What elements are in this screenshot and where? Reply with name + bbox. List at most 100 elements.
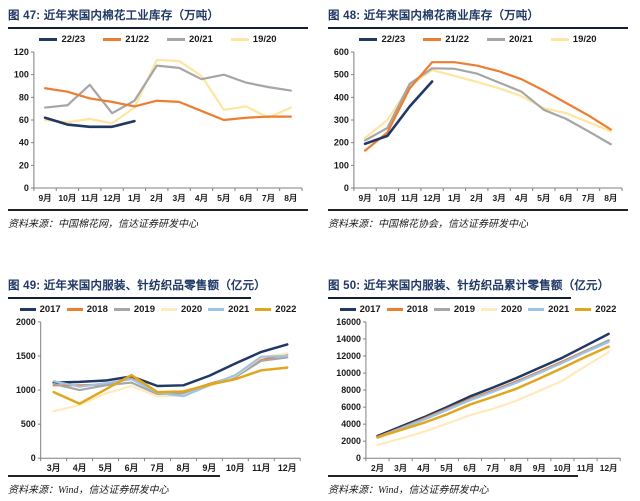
figure-49-line-chart: 0 500 1000 1500 2000 3月 4月 5月 6月 7月 8月 9月 10月 11月 12月 bbox=[16, 317, 301, 473]
legend-item-19/20: 19/20 bbox=[230, 34, 277, 45]
figure-48-title: 图 48: 近年来国内棉花商业库存（万吨） bbox=[328, 10, 540, 22]
source-divider bbox=[8, 475, 220, 477]
legend-label: 19/20 bbox=[572, 34, 597, 45]
svg-text:9月: 9月 bbox=[358, 193, 371, 203]
figure-50-title: 图 50: 近年来国内服装、针纺织品累计零售额（亿元） bbox=[328, 280, 610, 292]
svg-text:8000: 8000 bbox=[341, 385, 361, 395]
legend-label: 2022 bbox=[595, 304, 617, 315]
svg-text:9月: 9月 bbox=[533, 463, 546, 473]
svg-text:7月: 7月 bbox=[262, 193, 275, 203]
svg-text:1月: 1月 bbox=[128, 193, 141, 203]
legend-label: 2020 bbox=[501, 304, 523, 315]
legend-line-swatch bbox=[167, 38, 185, 41]
legend-item-21/22: 21/22 bbox=[103, 34, 149, 45]
svg-text:6000: 6000 bbox=[341, 402, 361, 412]
svg-text:2月: 2月 bbox=[371, 463, 384, 473]
legend-line-swatch bbox=[481, 308, 497, 311]
legend-label: 22/23 bbox=[61, 34, 86, 45]
legend-line-swatch bbox=[230, 38, 249, 41]
legend-line-swatch bbox=[161, 308, 177, 311]
svg-text:3月: 3月 bbox=[47, 463, 61, 473]
svg-text:10月: 10月 bbox=[378, 193, 396, 203]
legend-line-swatch bbox=[528, 308, 545, 311]
legend-item-21/22: 21/22 bbox=[423, 34, 469, 45]
svg-text:9月: 9月 bbox=[38, 193, 51, 203]
legend-item-2019: 2019 bbox=[433, 304, 475, 315]
legend-line-swatch bbox=[19, 308, 36, 311]
svg-text:2月: 2月 bbox=[470, 193, 483, 203]
svg-text:4月: 4月 bbox=[73, 463, 87, 473]
legend-line-swatch bbox=[359, 38, 378, 41]
svg-text:5月: 5月 bbox=[440, 463, 453, 473]
svg-text:600: 600 bbox=[334, 47, 349, 57]
legend-label: 21/22 bbox=[445, 34, 469, 45]
legend-line-swatch bbox=[208, 308, 225, 311]
title-underline bbox=[328, 297, 571, 299]
legend-label: 21/22 bbox=[125, 34, 149, 45]
svg-text:0: 0 bbox=[344, 183, 349, 193]
figure-49-title: 图 49: 近年来国内服装、针纺织品零售额（亿元） bbox=[8, 280, 267, 292]
legend-item-2020: 2020 bbox=[481, 304, 522, 315]
svg-text:10月: 10月 bbox=[58, 193, 76, 203]
svg-text:12月: 12月 bbox=[103, 193, 121, 203]
svg-text:6月: 6月 bbox=[463, 463, 476, 473]
legend-line-swatch bbox=[423, 38, 442, 41]
svg-text:2000: 2000 bbox=[16, 317, 36, 327]
svg-text:5月: 5月 bbox=[99, 463, 113, 473]
svg-text:4月: 4月 bbox=[195, 193, 208, 203]
figure-49-card: 图 49: 近年来国内服装、针纺织品零售额（亿元） 2017 2018 2019 20… bbox=[0, 250, 320, 501]
figure-50-source-note: 资料来源：Wind，信达证券研发中心 bbox=[328, 485, 489, 496]
source-divider bbox=[328, 475, 578, 477]
svg-text:2000: 2000 bbox=[341, 436, 361, 446]
legend-label: 2020 bbox=[181, 304, 203, 315]
legend-label: 2017 bbox=[39, 304, 61, 315]
svg-text:12月: 12月 bbox=[423, 193, 441, 203]
legend-item-2022: 2022 bbox=[255, 304, 296, 315]
figure-48-source-note: 资料来源：中国棉花协会，信达证券研发中心 bbox=[328, 219, 528, 230]
svg-text:8月: 8月 bbox=[604, 193, 617, 203]
svg-text:3月: 3月 bbox=[394, 463, 407, 473]
legend-item-2019: 2019 bbox=[113, 304, 155, 315]
source-block: 资料来源：中国棉花网，信达证券研发中心 bbox=[8, 209, 308, 230]
svg-text:12月: 12月 bbox=[600, 463, 618, 473]
svg-text:500: 500 bbox=[21, 419, 36, 429]
legend-item-2017: 2017 bbox=[339, 304, 381, 315]
legend-label: 2017 bbox=[359, 304, 381, 315]
svg-text:7月: 7月 bbox=[151, 463, 165, 473]
figure-48-card: 图 48: 近年来国内棉花商业库存（万吨） 22/23 21/22 20/21 19/… bbox=[320, 0, 640, 250]
svg-text:1500: 1500 bbox=[16, 351, 36, 361]
figure-47-title: 图 47: 近年来国内棉花工业库存（万吨） bbox=[8, 10, 220, 22]
source-block: 资料来源：中国棉花协会，信达证券研发中心 bbox=[328, 209, 628, 230]
svg-text:400: 400 bbox=[334, 92, 349, 102]
figure-48-legend: 22/23 21/22 20/21 19/20 bbox=[328, 34, 628, 45]
legend-line-swatch bbox=[487, 38, 505, 41]
svg-text:6月: 6月 bbox=[125, 463, 139, 473]
legend-item-2018: 2018 bbox=[66, 304, 108, 315]
svg-text:300: 300 bbox=[334, 115, 349, 125]
figure-47-card: 图 47: 近年来国内棉花工业库存（万吨） 22/23 21/22 20/21 19/… bbox=[0, 0, 320, 250]
svg-text:14000: 14000 bbox=[336, 334, 361, 344]
legend-label: 2021 bbox=[228, 304, 250, 315]
legend-label: 2018 bbox=[406, 304, 428, 315]
legend-line-swatch bbox=[66, 308, 83, 311]
legend-line-swatch bbox=[255, 308, 272, 311]
svg-text:11月: 11月 bbox=[577, 463, 594, 473]
legend-item-22/23: 22/23 bbox=[359, 34, 405, 45]
svg-text:60: 60 bbox=[19, 115, 29, 125]
figure-49-source-note: 资料来源：Wind，信达证券研发中心 bbox=[8, 485, 169, 496]
figure-50-line-chart: 0 2000 4000 6000 8000 10000 12000 14000 16000 2月 3… bbox=[336, 317, 621, 473]
svg-text:12月: 12月 bbox=[278, 463, 297, 473]
legend-item-2020: 2020 bbox=[161, 304, 202, 315]
svg-text:10月: 10月 bbox=[554, 463, 572, 473]
svg-text:7月: 7月 bbox=[487, 463, 500, 473]
svg-text:8月: 8月 bbox=[177, 463, 191, 473]
legend-label: 2019 bbox=[133, 304, 155, 315]
legend-line-swatch bbox=[113, 308, 130, 311]
figure-49-legend: 2017 2018 2019 2020 2021 2022 bbox=[8, 304, 308, 315]
title-underline bbox=[8, 27, 308, 29]
svg-text:4月: 4月 bbox=[417, 463, 430, 473]
figure-48-line-chart: 0 100 200 300 400 500 600 9月 10月 11月 12月 1月 2月 3月 4月 5月… bbox=[334, 47, 623, 203]
title-underline bbox=[8, 297, 251, 299]
svg-text:11月: 11月 bbox=[401, 193, 419, 203]
